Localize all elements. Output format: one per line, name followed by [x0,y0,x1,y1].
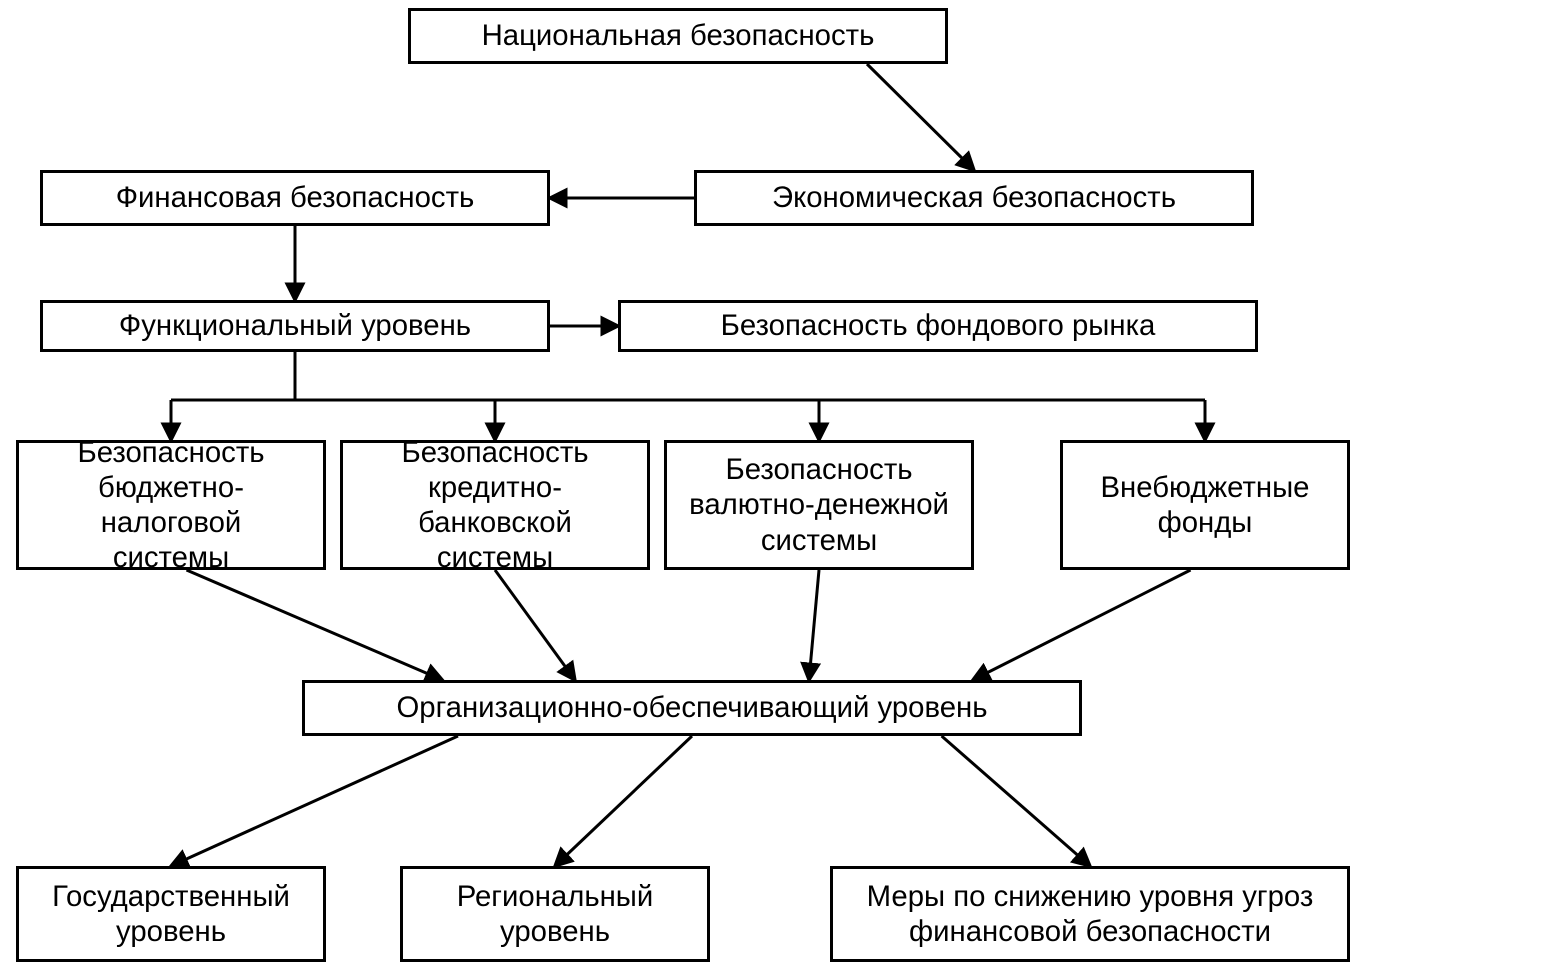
node-label: Безопасность фондового рынка [721,308,1156,343]
node-label: Национальная безопасность [482,18,875,53]
node-economic: Экономическая безопасность [694,170,1254,226]
node-label: Меры по снижению уровня угроз финансовой… [867,879,1314,949]
node-regional: Региональный уровень [400,866,710,962]
node-label: Безопасность бюджетно-налоговой системы [29,435,313,576]
node-funds: Внебюджетные фонды [1060,440,1350,570]
node-label: Экономическая безопасность [772,180,1176,215]
node-label: Государственный уровень [52,879,290,949]
node-label: Финансовая безопасность [116,180,475,215]
node-functional: Функциональный уровень [40,300,550,352]
node-measures: Меры по снижению уровня угроз финансовой… [830,866,1350,962]
node-currency: Безопасность валютно-денежной системы [664,440,974,570]
node-national: Национальная безопасность [408,8,948,64]
node-label: Региональный уровень [457,879,654,949]
node-org: Организационно-обеспечивающий уровень [302,680,1082,736]
node-label: Безопасность валютно-денежной системы [689,452,949,558]
node-label: Организационно-обеспечивающий уровень [396,690,987,725]
node-budget: Безопасность бюджетно-налоговой системы [16,440,326,570]
node-label: Функциональный уровень [119,308,471,343]
node-credit: Безопасность кредитно-банковской системы [340,440,650,570]
node-stock: Безопасность фондового рынка [618,300,1258,352]
node-financial: Финансовая безопасность [40,170,550,226]
diagram-canvas: Национальная безопасность Финансовая безо… [0,0,1543,976]
node-state: Государственный уровень [16,866,326,962]
node-label: Безопасность кредитно-банковской системы [353,435,637,576]
node-label: Внебюджетные фонды [1101,470,1310,540]
